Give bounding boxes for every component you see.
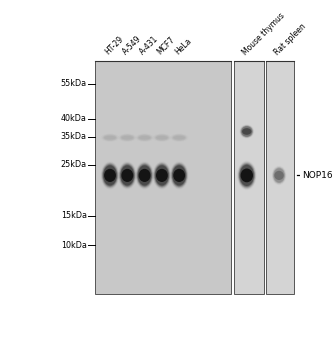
Ellipse shape xyxy=(122,169,133,182)
Ellipse shape xyxy=(240,126,253,138)
Ellipse shape xyxy=(242,128,251,135)
Text: MCF7: MCF7 xyxy=(156,35,177,57)
Text: Rat spleen: Rat spleen xyxy=(273,22,308,57)
Ellipse shape xyxy=(154,163,170,188)
Ellipse shape xyxy=(103,164,117,186)
Ellipse shape xyxy=(136,163,153,188)
Ellipse shape xyxy=(240,165,254,186)
Ellipse shape xyxy=(136,162,154,189)
Ellipse shape xyxy=(155,164,169,186)
Ellipse shape xyxy=(171,163,187,188)
Ellipse shape xyxy=(239,164,254,187)
Ellipse shape xyxy=(154,164,170,187)
Ellipse shape xyxy=(137,134,153,141)
Ellipse shape xyxy=(102,134,118,141)
Ellipse shape xyxy=(121,165,134,186)
Ellipse shape xyxy=(122,136,133,140)
Ellipse shape xyxy=(172,135,186,141)
Ellipse shape xyxy=(274,171,284,180)
Ellipse shape xyxy=(103,135,117,141)
Ellipse shape xyxy=(154,134,170,141)
Ellipse shape xyxy=(241,168,253,182)
Text: A-549: A-549 xyxy=(121,35,143,57)
Ellipse shape xyxy=(155,134,169,141)
Ellipse shape xyxy=(172,165,186,186)
Ellipse shape xyxy=(171,164,187,187)
Ellipse shape xyxy=(173,169,185,182)
Ellipse shape xyxy=(120,164,135,186)
Ellipse shape xyxy=(120,134,135,141)
Ellipse shape xyxy=(102,134,118,141)
Ellipse shape xyxy=(273,167,285,184)
Text: 15kDa: 15kDa xyxy=(61,211,87,220)
Text: 35kDa: 35kDa xyxy=(61,132,87,141)
Ellipse shape xyxy=(102,164,118,187)
Ellipse shape xyxy=(171,134,187,141)
Ellipse shape xyxy=(173,136,185,140)
Ellipse shape xyxy=(102,163,118,188)
Ellipse shape xyxy=(171,134,187,141)
Ellipse shape xyxy=(137,164,153,187)
Ellipse shape xyxy=(154,134,170,141)
Text: NOP16: NOP16 xyxy=(302,171,332,180)
Ellipse shape xyxy=(241,126,252,136)
Ellipse shape xyxy=(170,162,188,189)
Text: HT-29: HT-29 xyxy=(104,35,126,57)
Ellipse shape xyxy=(139,136,151,140)
Ellipse shape xyxy=(237,161,256,189)
Ellipse shape xyxy=(119,162,136,189)
Ellipse shape xyxy=(239,163,255,188)
Ellipse shape xyxy=(272,166,286,185)
Ellipse shape xyxy=(120,134,135,141)
Ellipse shape xyxy=(101,162,119,189)
Text: Mouse thymus: Mouse thymus xyxy=(240,11,286,57)
Ellipse shape xyxy=(274,168,284,182)
Bar xyxy=(234,61,264,294)
Text: 10kDa: 10kDa xyxy=(61,241,87,250)
Ellipse shape xyxy=(153,162,171,189)
Bar xyxy=(95,61,231,294)
Ellipse shape xyxy=(138,135,151,141)
Ellipse shape xyxy=(155,165,168,186)
Ellipse shape xyxy=(120,164,135,187)
Ellipse shape xyxy=(103,134,117,141)
Ellipse shape xyxy=(104,169,116,182)
Ellipse shape xyxy=(103,165,117,186)
Ellipse shape xyxy=(156,169,168,182)
Ellipse shape xyxy=(272,167,286,184)
Text: HeLa: HeLa xyxy=(173,37,193,57)
Ellipse shape xyxy=(104,136,116,140)
Ellipse shape xyxy=(238,162,255,189)
Ellipse shape xyxy=(172,164,186,186)
Ellipse shape xyxy=(136,134,153,141)
Ellipse shape xyxy=(137,134,152,141)
Ellipse shape xyxy=(273,168,285,183)
Ellipse shape xyxy=(241,126,253,137)
Ellipse shape xyxy=(155,135,168,141)
Ellipse shape xyxy=(240,125,254,138)
Ellipse shape xyxy=(138,165,151,186)
Text: 25kDa: 25kDa xyxy=(61,160,87,169)
Ellipse shape xyxy=(172,134,186,141)
Ellipse shape xyxy=(119,163,136,188)
Ellipse shape xyxy=(119,134,136,141)
Text: 40kDa: 40kDa xyxy=(61,114,87,123)
Ellipse shape xyxy=(240,125,253,138)
Ellipse shape xyxy=(137,164,152,186)
Ellipse shape xyxy=(121,135,134,141)
Text: 55kDa: 55kDa xyxy=(61,79,87,88)
Bar xyxy=(266,61,294,294)
Text: A-431: A-431 xyxy=(138,35,161,57)
Ellipse shape xyxy=(156,136,168,140)
Ellipse shape xyxy=(139,169,151,182)
